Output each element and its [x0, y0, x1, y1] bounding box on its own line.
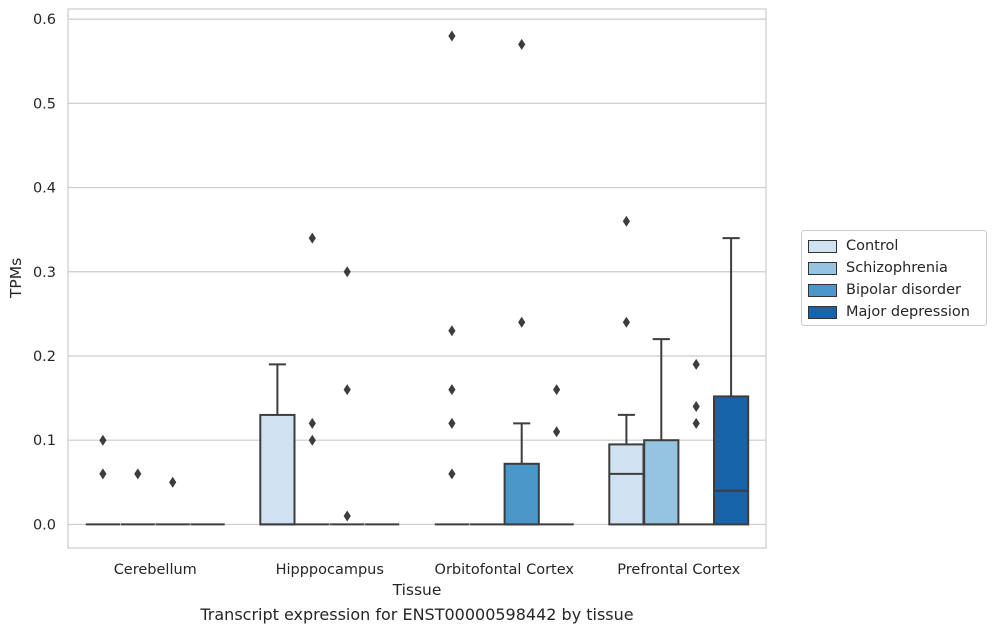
- box-marks: [85, 30, 750, 526]
- outlier-point: [99, 434, 107, 446]
- y-tick-labels: 0.0 0.1 0.2 0.3 0.4 0.5 0.6: [33, 12, 56, 533]
- legend-swatch-major-depression: [808, 305, 837, 319]
- outlier-point: [134, 468, 142, 480]
- legend-item-major-depression: Major depression: [808, 302, 970, 322]
- box: [503, 462, 540, 526]
- outlier-point: [518, 316, 526, 328]
- x-tick-label: Orbitofontal Cortex: [435, 562, 575, 578]
- gridlines: [68, 18, 766, 526]
- x-tick-label: Hipppocampus: [276, 562, 384, 578]
- legend-item-schizophrenia: Schizophrenia: [808, 258, 948, 278]
- y-tick-label: 0.6: [33, 12, 56, 28]
- box: [712, 395, 750, 526]
- outlier-point: [308, 232, 316, 244]
- legend-swatch-control: [808, 239, 837, 253]
- box: [643, 439, 680, 526]
- x-tick-labels: Cerebellum Hipppocampus Orbitofontal Corte…: [114, 562, 741, 578]
- outlier-point: [99, 468, 107, 480]
- outlier-point: [308, 417, 316, 429]
- outlier-point: [448, 384, 456, 396]
- legend: Control Schizophrenia Bipolar disorder M…: [801, 230, 987, 326]
- y-tick-label: 0.3: [33, 265, 56, 281]
- outlier-point: [343, 510, 351, 522]
- legend-label-bipolar-disorder: Bipolar disorder: [846, 282, 961, 298]
- x-tick-label: Prefrontal Cortex: [617, 562, 740, 578]
- outlier-point: [308, 434, 316, 446]
- x-tick-label: Cerebellum: [114, 562, 197, 578]
- legend-swatch-schizophrenia: [808, 261, 837, 275]
- y-tick-label: 0.1: [33, 433, 56, 449]
- outlier-point: [448, 468, 456, 480]
- y-tick-label: 0.5: [33, 96, 56, 112]
- outlier-point: [518, 38, 526, 50]
- legend-label-control: Control: [846, 238, 899, 254]
- y-axis-label: TPMs: [7, 258, 25, 299]
- outlier-point: [448, 417, 456, 429]
- legend-label-major-depression: Major depression: [846, 304, 970, 320]
- legend-swatch-bipolar-disorder: [808, 283, 837, 297]
- outlier-point: [448, 325, 456, 337]
- outlier-point: [343, 384, 351, 396]
- plot-frame: [67, 8, 767, 549]
- outlier-point: [622, 316, 630, 328]
- outlier-point: [692, 401, 700, 413]
- y-tick-label: 0.4: [33, 181, 56, 197]
- box: [608, 443, 645, 526]
- legend-item-control: Control: [808, 236, 898, 256]
- x-axis-label: Tissue: [392, 581, 442, 599]
- outlier-point: [169, 476, 177, 488]
- outlier-point: [448, 30, 456, 42]
- outlier-point: [692, 417, 700, 429]
- outlier-point: [553, 384, 561, 396]
- legend-item-bipolar-disorder: Bipolar disorder: [808, 280, 961, 300]
- box: [259, 413, 296, 526]
- y-tick-label: 0.0: [33, 517, 56, 533]
- outlier-point: [343, 266, 351, 278]
- y-tick-label: 0.2: [33, 349, 56, 365]
- outlier-point: [622, 215, 630, 227]
- outlier-point: [692, 358, 700, 370]
- chart-caption: Transcript expression for ENST0000059844…: [200, 605, 634, 624]
- outlier-point: [553, 426, 561, 438]
- legend-label-schizophrenia: Schizophrenia: [846, 260, 948, 276]
